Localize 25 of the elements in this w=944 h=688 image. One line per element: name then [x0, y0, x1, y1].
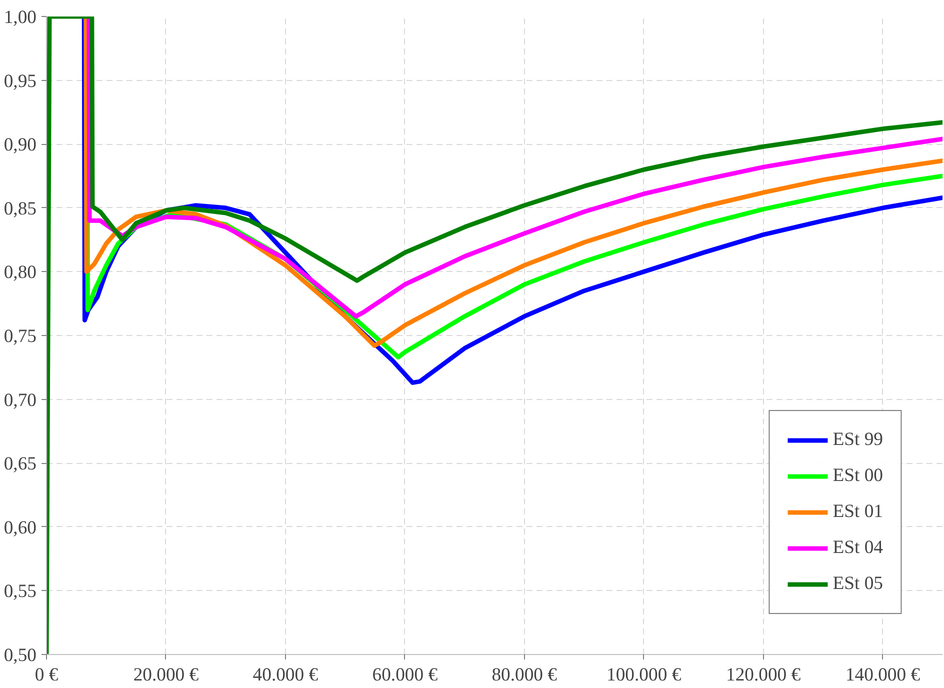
y-tick-label: 0,55 — [4, 581, 37, 602]
legend-label: ESt 99 — [832, 429, 883, 451]
legend-label: ESt 04 — [832, 537, 883, 559]
x-tick-label: 20.000 € — [133, 664, 200, 686]
x-tick-label: 0 € — [34, 664, 59, 686]
y-tick-label: 0,85 — [4, 198, 37, 220]
y-tick-label: 0,95 — [4, 70, 37, 92]
y-tick-label: 0,70 — [4, 390, 37, 411]
y-tick-label: 0,80 — [4, 262, 37, 284]
y-tick-label: 1,00 — [4, 7, 37, 28]
legend-label: ESt 01 — [832, 501, 883, 523]
y-tick-label: 0,75 — [4, 326, 37, 347]
legend-label: ESt 05 — [832, 573, 883, 595]
y-tick-label: 0,60 — [4, 517, 37, 538]
x-tick-label: 80.000 € — [492, 664, 558, 686]
x-tick-label: 140.000 € — [845, 664, 921, 686]
y-tick-label: 0,90 — [4, 134, 37, 156]
x-tick-label: 120.000 € — [726, 664, 802, 686]
x-tick-label: 100.000 € — [606, 664, 682, 686]
line-series — [46, 16, 942, 654]
y-tick-label: 0,50 — [4, 645, 37, 666]
x-tick-label: 40.000 € — [252, 664, 319, 686]
x-tick-label: 60.000 € — [372, 664, 438, 686]
y-tick-label: 0,65 — [4, 454, 37, 475]
legend-label: ESt 00 — [832, 465, 883, 487]
